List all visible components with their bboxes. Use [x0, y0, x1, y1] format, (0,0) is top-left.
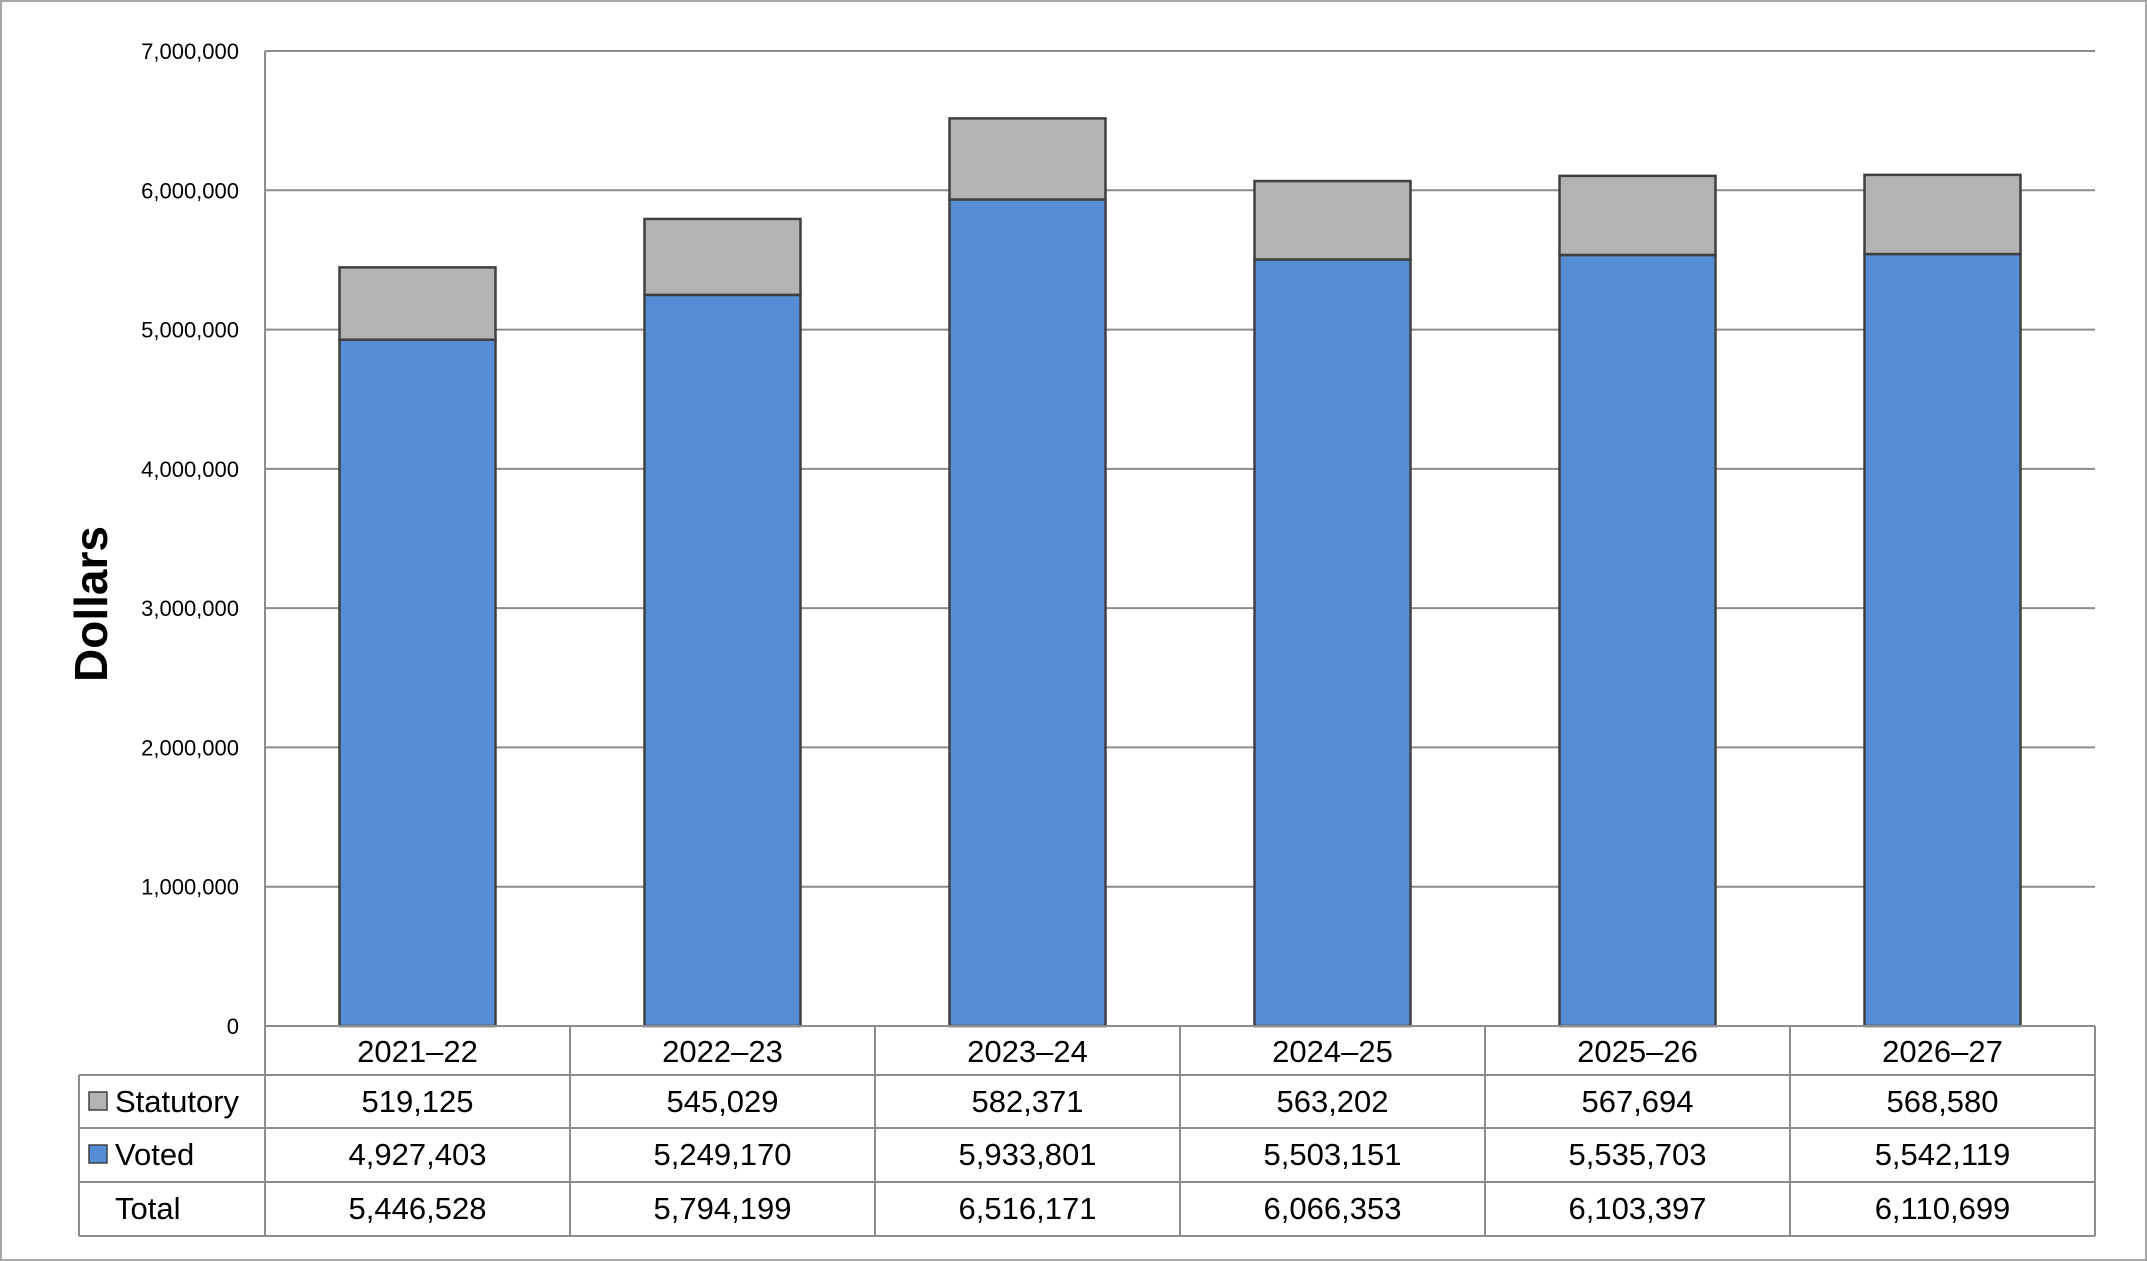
data-label: 4,927,403 [349, 1137, 487, 1172]
bar-voted [1558, 253, 1717, 1028]
y-tick-label: 7,000,000 [141, 39, 239, 64]
bar-statutory [643, 217, 802, 297]
legend-label: Statutory [115, 1084, 240, 1119]
y-tick-label: 3,000,000 [141, 596, 239, 621]
data-label: 519,125 [361, 1084, 473, 1119]
y-tick-label: 2,000,000 [141, 735, 239, 760]
bar-statutory [1558, 174, 1717, 257]
bar-statutory [338, 266, 497, 341]
data-label: 6,110,699 [1875, 1191, 2011, 1226]
data-label: 6,516,171 [959, 1191, 1097, 1226]
y-axis: 0 1,000,000 2,000,000 3,000,000 4,000,000 5,0… [141, 39, 266, 1039]
bar-voted [1863, 252, 2022, 1028]
category-label: 2021–22 [357, 1034, 478, 1069]
data-label: 5,503,151 [1264, 1137, 1402, 1172]
y-tick-label: 5,000,000 [141, 318, 239, 343]
data-label: 567,694 [1581, 1084, 1693, 1119]
legend-key [88, 1144, 108, 1164]
data-label: 6,103,397 [1569, 1191, 1707, 1226]
category-label: 2023–24 [967, 1034, 1088, 1069]
bar-voted [948, 198, 1107, 1028]
data-label: 6,066,353 [1264, 1191, 1402, 1226]
legend-key [88, 1091, 108, 1111]
category-label: 2022–23 [662, 1034, 783, 1069]
data-label: 545,029 [666, 1084, 778, 1119]
data-label: 5,794,199 [654, 1191, 792, 1226]
category-label: 2025–26 [1577, 1034, 1698, 1069]
data-label: 5,535,703 [1569, 1137, 1707, 1172]
data-label: 568,580 [1886, 1084, 1998, 1119]
y-tick-label: 1,000,000 [141, 875, 239, 900]
total-label: Total [115, 1191, 180, 1226]
legend-label: Voted [115, 1137, 194, 1172]
bar-statutory [1863, 173, 2022, 256]
bars [338, 117, 2022, 1028]
data-table: 2021–22 2022–23 2023–24 2024–25 2025–26 2026–… [78, 1025, 2096, 1237]
y-tick-label: 4,000,000 [141, 457, 239, 482]
data-label: 5,542,119 [1875, 1137, 2011, 1172]
y-tick-label: 0 [227, 1014, 239, 1039]
bar-voted [643, 293, 802, 1028]
bar-voted [1253, 258, 1412, 1028]
data-label: 563,202 [1276, 1084, 1388, 1119]
y-tick-label: 6,000,000 [141, 178, 239, 203]
gridlines [265, 50, 2095, 888]
data-label: 582,371 [971, 1084, 1083, 1119]
y-axis-title: Dollars [65, 526, 117, 682]
data-label: 5,446,528 [349, 1191, 487, 1226]
category-label: 2024–25 [1272, 1034, 1393, 1069]
bar-statutory [1253, 179, 1412, 261]
data-label: 5,933,801 [959, 1137, 1097, 1172]
category-label: 2026–27 [1882, 1034, 2003, 1069]
data-label: 5,249,170 [654, 1137, 792, 1172]
bar-voted [338, 338, 497, 1028]
bar-statutory [948, 117, 1107, 201]
